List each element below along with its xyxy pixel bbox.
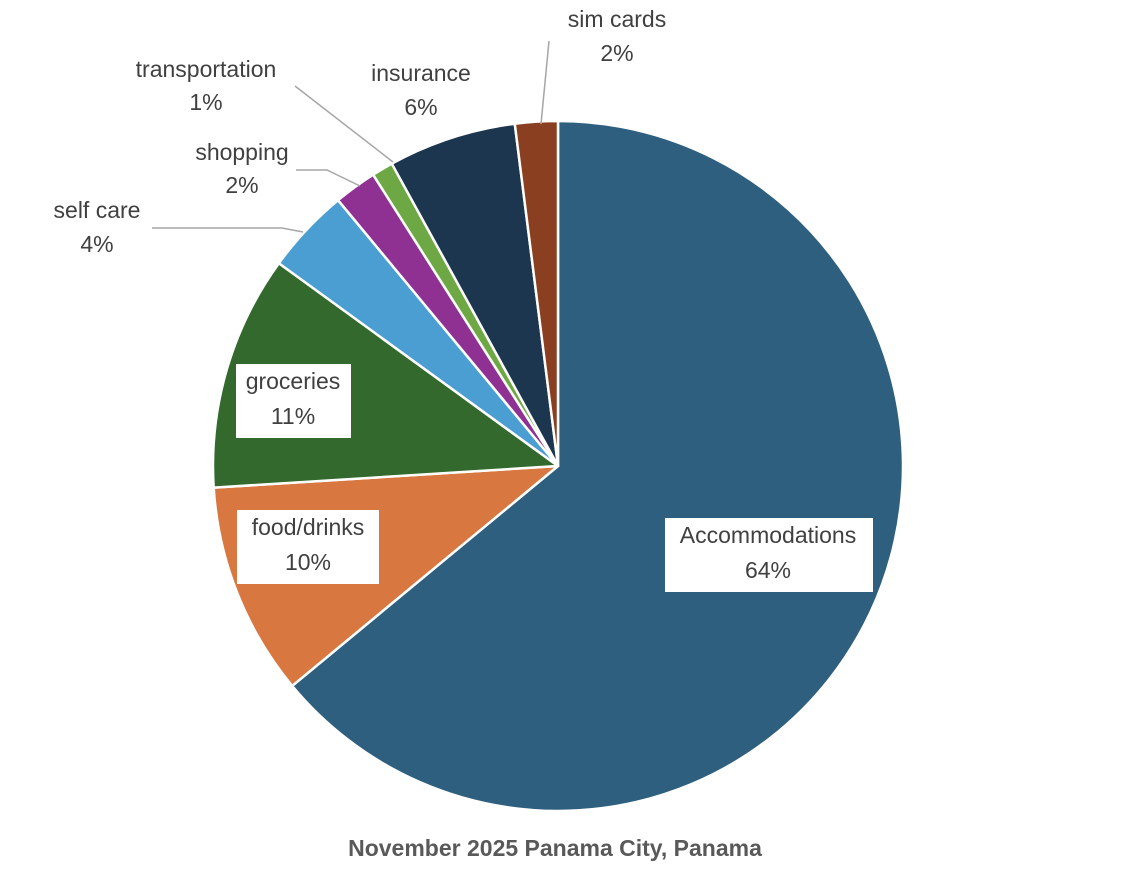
category-label: self care xyxy=(54,197,141,223)
data-label-accommodations: Accommodations 64% xyxy=(665,518,873,592)
pie-slices xyxy=(211,119,905,813)
label-box xyxy=(236,364,351,438)
category-label: groceries xyxy=(246,368,341,394)
label-box xyxy=(665,518,873,592)
slice-insurance xyxy=(390,122,560,468)
category-label: shopping xyxy=(195,139,288,165)
leader-line-shopping xyxy=(296,169,361,187)
percent-label: 2% xyxy=(600,40,633,66)
percent-label: 64% xyxy=(745,557,791,583)
category-label: transportation xyxy=(136,56,277,82)
category-label: insurance xyxy=(371,60,471,86)
leader-line-self-care xyxy=(152,227,304,233)
leader-line-sim-cards xyxy=(540,40,550,125)
chart-title: November 2025 Panama City, Panama xyxy=(348,835,762,861)
percent-label: 10% xyxy=(285,549,331,575)
percent-label: 4% xyxy=(80,231,113,257)
data-label-self-care: self care 4% xyxy=(54,197,141,257)
slice-sim-cards xyxy=(513,119,560,468)
category-label: Accommodations xyxy=(680,522,856,548)
category-label: sim cards xyxy=(568,6,666,32)
data-label-food-drinks: food/drinks 10% xyxy=(237,510,379,584)
label-box xyxy=(237,510,379,584)
percent-label: 2% xyxy=(225,172,258,198)
data-label-insurance: insurance 6% xyxy=(371,60,471,120)
leader-lines xyxy=(152,40,550,233)
data-label-sim-cards: sim cards 2% xyxy=(568,6,666,66)
slice-accommodations xyxy=(290,119,905,813)
category-label: food/drinks xyxy=(252,514,365,540)
percent-label: 11% xyxy=(271,403,315,429)
data-label-shopping: shopping 2% xyxy=(195,139,288,198)
data-labels: Accommodations 64% food/drinks 10% groceries… xyxy=(54,6,873,592)
data-label-transportation: transportation 1% xyxy=(136,56,277,115)
leader-line-transportation xyxy=(294,85,394,163)
percent-label: 1% xyxy=(189,89,222,115)
data-label-groceries: groceries 11% xyxy=(236,364,351,438)
percent-label: 6% xyxy=(404,94,437,120)
